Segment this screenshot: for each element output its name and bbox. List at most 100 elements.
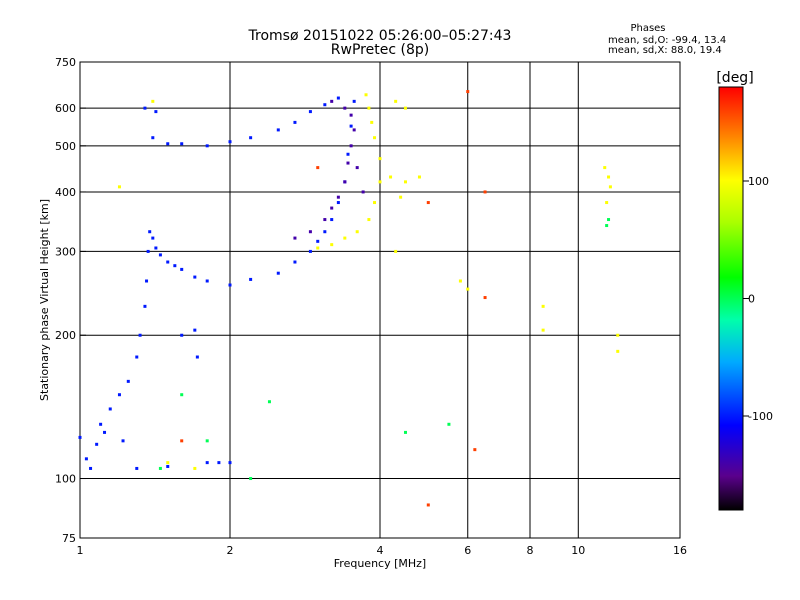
data-point [126, 379, 130, 383]
data-point [378, 180, 382, 184]
data-point [276, 128, 280, 132]
colorbar-label: [deg] [716, 70, 753, 86]
colorbar-ticks: 100 0 -100 [743, 175, 773, 423]
data-point [483, 296, 487, 300]
gridlines [80, 62, 680, 538]
data-point [151, 99, 155, 103]
data-point [330, 218, 334, 222]
x-axis-label: Frequency [MHz] [334, 557, 426, 570]
data-point [180, 393, 184, 397]
data-point [607, 218, 611, 222]
data-point [193, 275, 197, 279]
y-tick-label: 500 [55, 140, 76, 153]
data-point [95, 442, 99, 446]
data-point [166, 461, 170, 465]
data-point [249, 277, 253, 281]
data-point [394, 249, 398, 253]
data-point [121, 439, 125, 443]
data-point [166, 142, 170, 146]
data-point [145, 279, 149, 283]
data-point [180, 142, 184, 146]
x-tick-label: 1 [77, 544, 84, 557]
data-point [403, 106, 407, 110]
info-line-o: mean, sd,O: -99.4, 13.4 [608, 35, 726, 46]
data-point [108, 407, 112, 411]
data-point [349, 144, 353, 148]
data-point [154, 110, 158, 114]
data-point [605, 224, 609, 228]
data-points [78, 90, 620, 507]
data-point [483, 190, 487, 194]
data-point [373, 201, 377, 205]
data-point [84, 457, 88, 461]
data-point [355, 166, 359, 170]
data-point [193, 466, 197, 470]
data-point [367, 218, 371, 222]
data-point [458, 279, 462, 283]
data-point [151, 236, 155, 240]
data-point [343, 106, 347, 110]
data-point [349, 113, 353, 117]
data-point [541, 328, 545, 332]
x-axis-ticks: 1 2 4 6 8 10 16 [77, 544, 688, 557]
y-tick-label: 750 [55, 56, 76, 69]
data-point [394, 99, 398, 103]
data-point [336, 96, 340, 100]
data-point [330, 243, 334, 247]
data-point [99, 422, 103, 426]
data-point [138, 333, 142, 337]
data-point [608, 185, 612, 189]
data-point [158, 466, 162, 470]
data-point [417, 175, 421, 179]
y-axis-label: Stationary phase Virtual Height [km] [38, 199, 51, 401]
data-point [166, 260, 170, 264]
x-tick-label: 16 [673, 544, 687, 557]
data-point [426, 201, 430, 205]
data-point [146, 249, 150, 253]
data-point [193, 328, 197, 332]
colorbar-tick-label: -100 [748, 410, 773, 423]
data-point [103, 430, 107, 434]
data-point [323, 103, 327, 107]
data-point [205, 144, 209, 148]
data-point [205, 439, 209, 443]
data-point [205, 461, 209, 465]
data-point [276, 271, 280, 275]
x-tick-label: 2 [227, 544, 234, 557]
data-point [346, 161, 350, 165]
y-tick-label: 600 [55, 102, 76, 115]
data-point [349, 124, 353, 128]
data-point [378, 157, 382, 161]
y-axis-ticks: 75 100 200 300 400 500 600 750 [55, 56, 86, 545]
data-point [158, 253, 162, 257]
chart-title: Tromsø 20151022 05:26:00–05:27:43 [248, 28, 512, 44]
data-point [616, 349, 620, 353]
data-point [352, 128, 356, 132]
data-point [343, 236, 347, 240]
chart-subtitle: RwPretec (8p) [331, 42, 429, 58]
data-point [330, 99, 334, 103]
data-point [143, 304, 147, 308]
data-point [135, 355, 139, 359]
data-point [616, 333, 620, 337]
data-point [403, 180, 407, 184]
data-point [78, 435, 82, 439]
data-point [154, 246, 158, 250]
data-point [117, 393, 121, 397]
data-point [316, 239, 320, 243]
data-point [180, 267, 184, 271]
data-point [403, 430, 407, 434]
data-point [135, 466, 139, 470]
data-point [293, 120, 297, 124]
data-point [173, 264, 177, 268]
data-point [308, 249, 312, 253]
data-point [399, 195, 403, 199]
data-point [205, 279, 209, 283]
data-point [249, 136, 253, 140]
data-point [336, 195, 340, 199]
data-point [370, 120, 374, 124]
data-point [228, 461, 232, 465]
data-point [346, 152, 350, 156]
data-point [228, 140, 232, 144]
x-tick-label: 6 [464, 544, 471, 557]
